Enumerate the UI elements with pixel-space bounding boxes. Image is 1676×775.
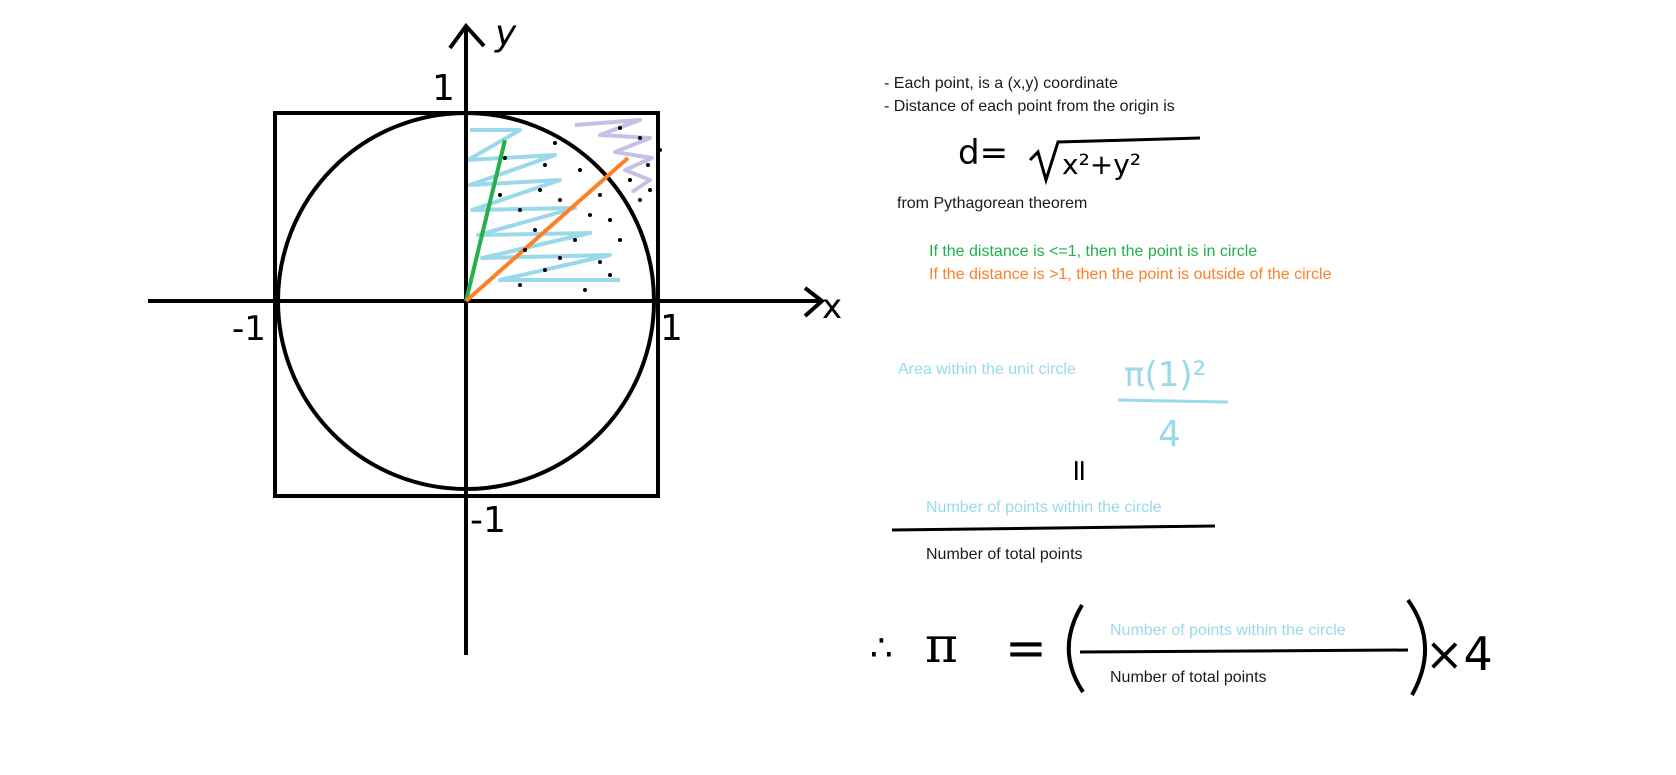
times-four: ×4 — [1425, 627, 1493, 681]
x-axis-label: x — [822, 287, 842, 327]
x-tick-right: 1 — [660, 308, 683, 349]
y-tick-top: 1 — [432, 68, 455, 109]
sample-point — [638, 136, 642, 140]
sample-point — [608, 218, 612, 222]
sample-point — [638, 198, 642, 202]
x-tick-left: -1 — [232, 309, 266, 349]
distance-formula-radicand: x²+y² — [1062, 148, 1141, 181]
y-tick-bottom: -1 — [470, 500, 506, 541]
sample-point — [578, 168, 582, 172]
inside-region-scribble — [466, 128, 620, 282]
right-parenthesis — [1406, 598, 1428, 696]
sample-point — [558, 256, 562, 260]
final-numerator: Number of points within the circle — [1110, 622, 1346, 639]
sample-point — [583, 288, 587, 292]
note-each-point: - Each point, is a (x,y) coordinate — [884, 75, 1118, 92]
sample-point — [518, 208, 522, 212]
y-axis-arrow — [448, 22, 486, 50]
sample-point — [538, 188, 542, 192]
sample-points — [498, 126, 662, 292]
sample-point — [598, 260, 602, 264]
therefore-symbol: ∴ — [870, 628, 893, 669]
sample-point — [618, 126, 622, 130]
note-area-label: Area within the unit circle — [898, 361, 1076, 378]
note-pythagorean: from Pythagorean theorem — [897, 195, 1088, 212]
outside-region-scribble — [574, 118, 654, 194]
note-distance: - Distance of each point from the origin… — [884, 98, 1175, 115]
sample-point — [573, 238, 577, 242]
sample-point — [558, 198, 562, 202]
sample-point — [646, 163, 650, 167]
square-root-sign — [1028, 136, 1201, 186]
sample-point — [523, 248, 527, 252]
note-outside-rule: If the distance is >1, then the point is… — [929, 266, 1332, 283]
inside-distance-ray — [464, 139, 507, 302]
y-axis-label: y — [494, 13, 517, 54]
ratio-denominator: Number of total points — [926, 546, 1083, 563]
vertical-equals: = — [1062, 458, 1097, 483]
sample-point — [648, 188, 652, 192]
area-fraction-bar — [1117, 398, 1229, 404]
sample-point — [618, 238, 622, 242]
sample-point — [598, 193, 602, 197]
outside-distance-ray — [464, 156, 630, 303]
sample-point — [628, 178, 632, 182]
sample-point — [588, 213, 592, 217]
sample-point — [543, 268, 547, 272]
sample-point — [658, 148, 662, 152]
final-denominator: Number of total points — [1110, 669, 1267, 686]
ratio-numerator: Number of points within the circle — [926, 499, 1162, 516]
sample-point — [498, 193, 502, 197]
sample-point — [543, 163, 547, 167]
sample-point — [503, 156, 507, 160]
left-parenthesis — [1066, 603, 1085, 694]
sample-point — [518, 283, 522, 287]
final-pi: π — [925, 616, 958, 674]
distance-formula-lhs: d= — [958, 133, 1008, 173]
note-inside-rule: If the distance is <=1, then the point i… — [929, 243, 1258, 260]
sample-point — [533, 228, 537, 232]
final-fraction-bar — [1079, 648, 1409, 654]
area-numerator: π(1)² — [1124, 355, 1206, 395]
x-axis-arrow — [803, 286, 826, 318]
sample-point — [608, 273, 612, 277]
ratio-fraction-bar — [891, 524, 1216, 532]
area-denominator: 4 — [1158, 414, 1181, 455]
final-equals: = — [1005, 619, 1047, 677]
sample-point — [553, 141, 557, 145]
